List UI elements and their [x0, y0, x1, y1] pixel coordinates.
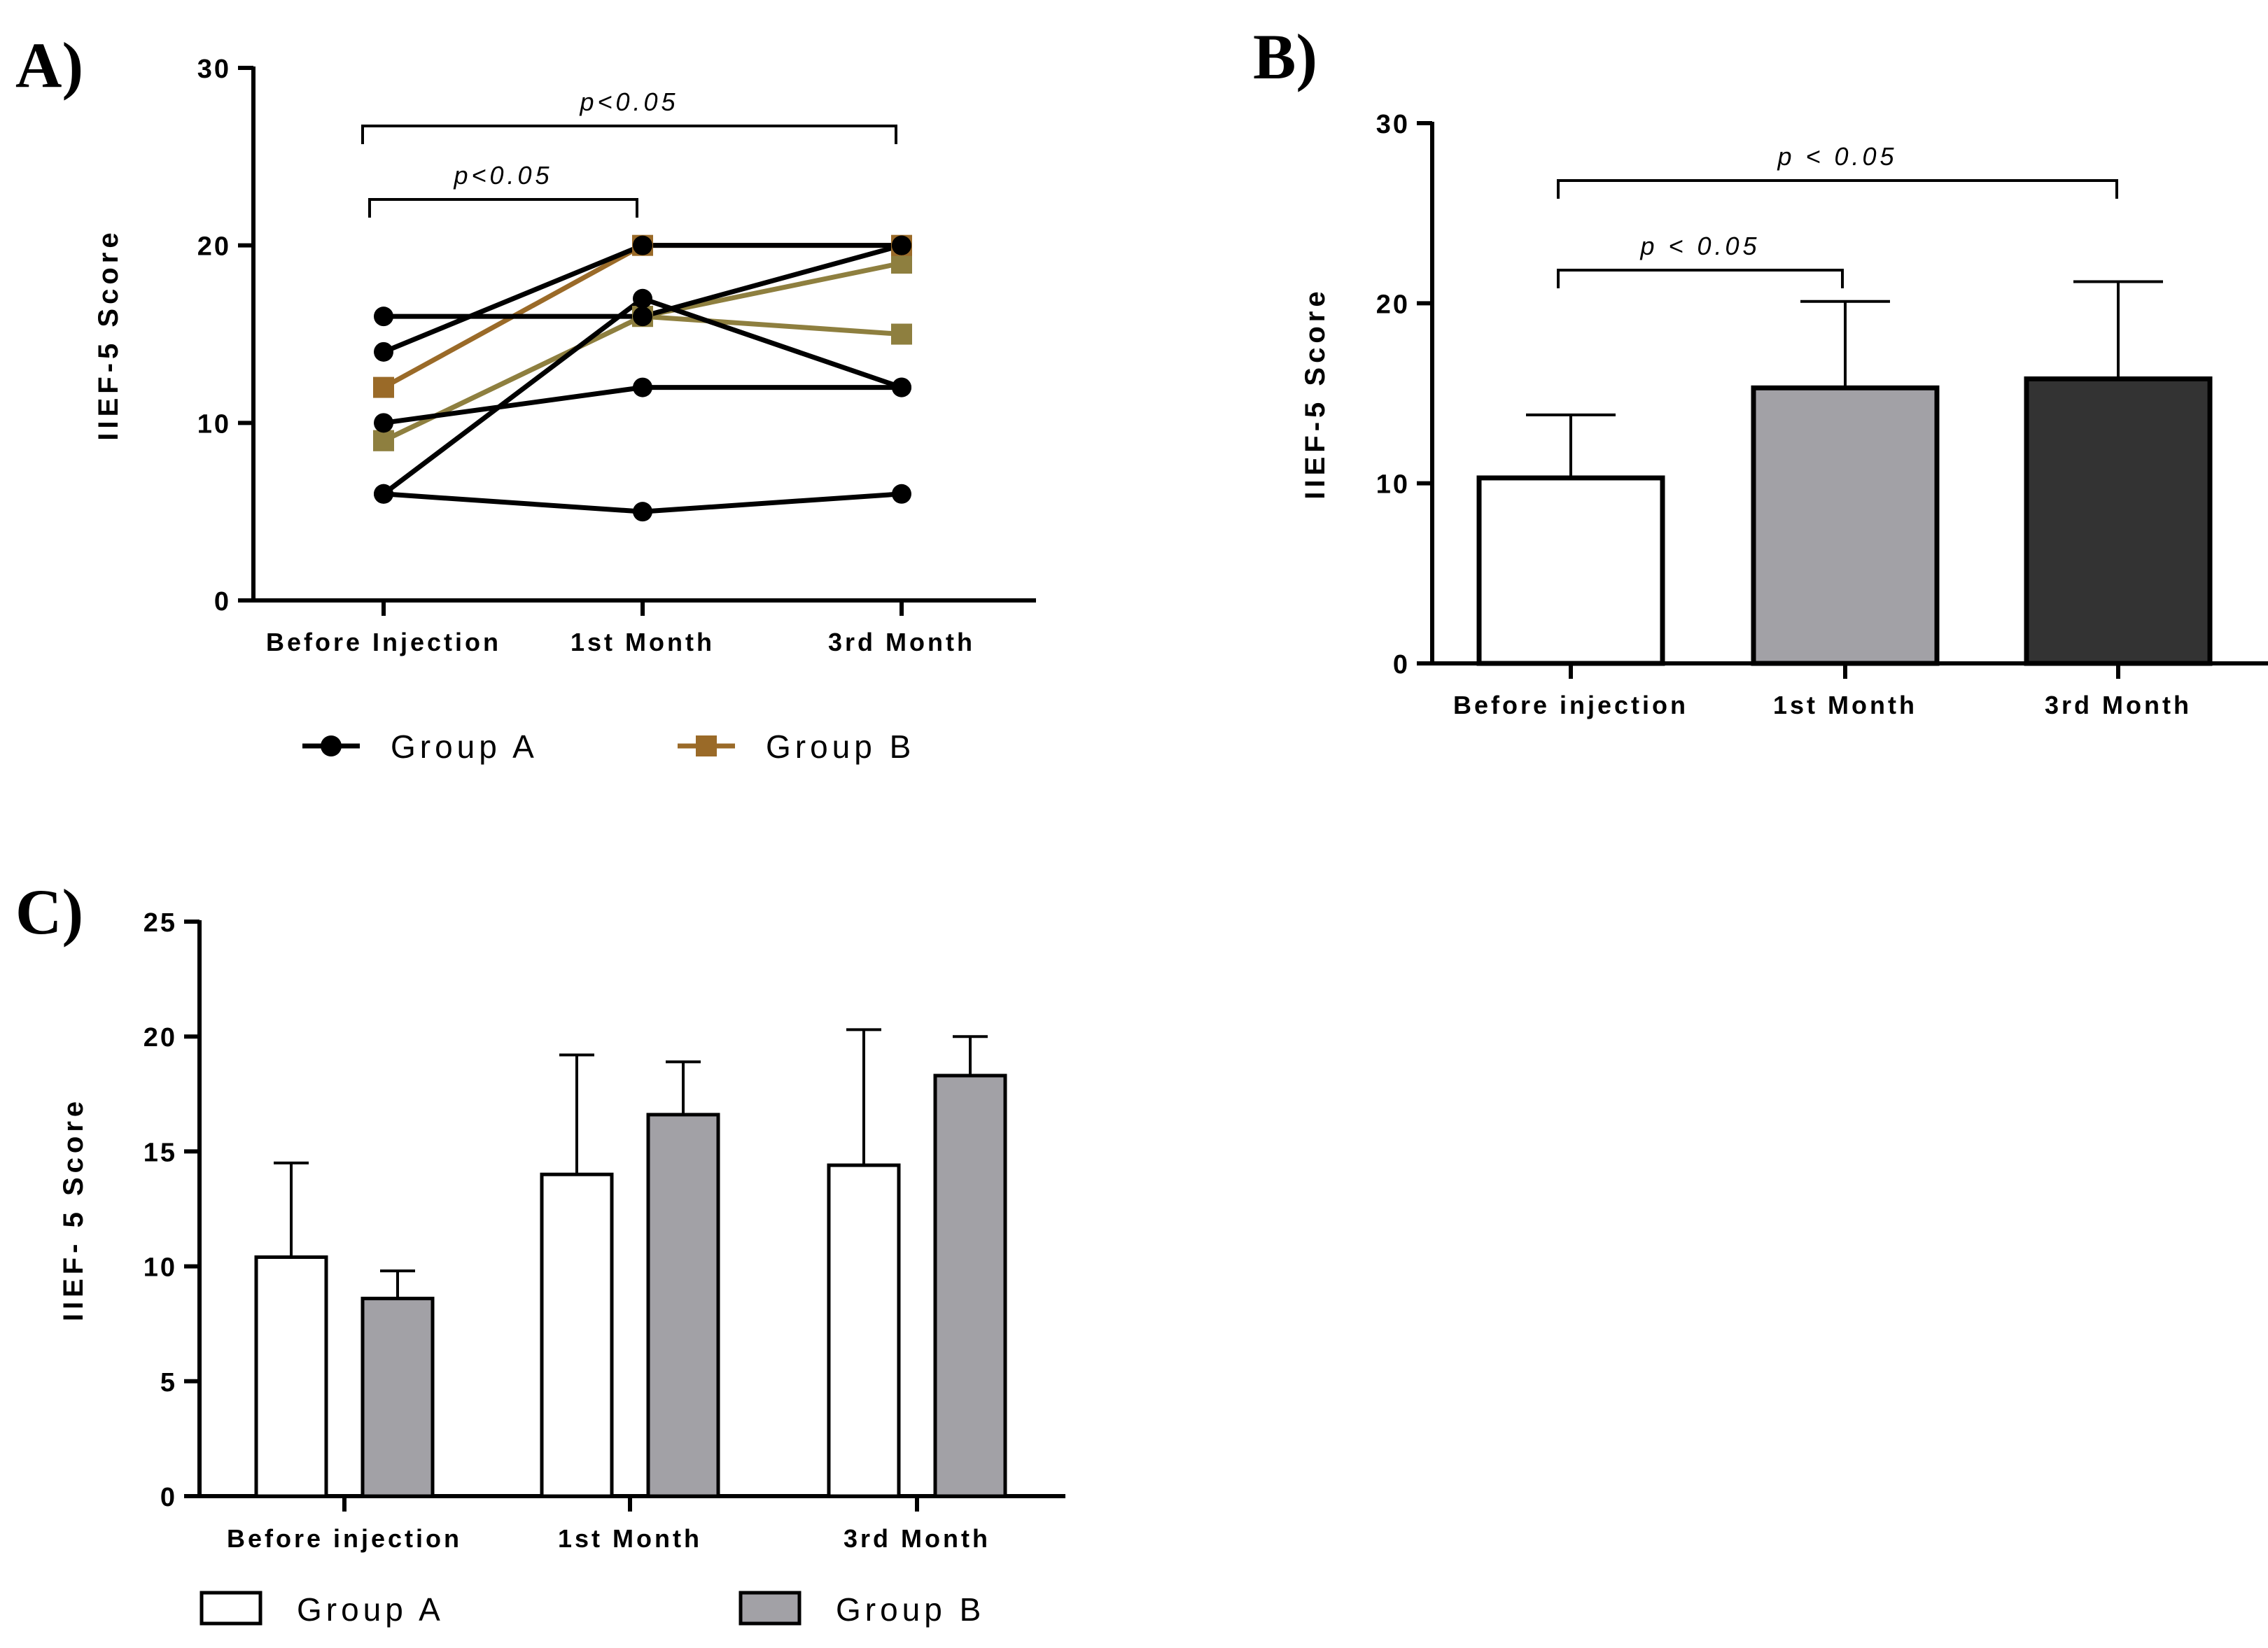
data-point-circle [374, 307, 393, 327]
data-point-circle [892, 484, 911, 504]
p-value-label: p<0.05 [579, 87, 678, 116]
y-axis-label: IIEF- 5 Score [58, 1097, 89, 1321]
panel-label: C) [15, 876, 83, 948]
data-point-circle [374, 341, 393, 362]
significance-bracket [1557, 179, 2118, 199]
data-point-square [373, 376, 394, 398]
x-tick-label: Before injection [1453, 691, 1688, 719]
x-tick-label: Before injection [227, 1524, 462, 1553]
bar [827, 1163, 901, 1498]
data-point-circle [633, 288, 652, 309]
y-tick-label: 10 [1376, 470, 1410, 500]
significance-bracket [1557, 269, 1844, 288]
data-point-square [891, 323, 912, 345]
x-tick-label: 1st Month [1773, 691, 1917, 719]
y-tick-label: 20 [1376, 290, 1410, 319]
p-value-label: p < 0.05 [1639, 232, 1760, 260]
x-tick-label: 1st Month [570, 628, 715, 656]
legend-label: Group B [836, 1591, 985, 1628]
x-tick-label: 3rd Month [2045, 691, 2192, 719]
y-tick-label: 20 [197, 232, 231, 262]
y-tick-label: 10 [144, 1253, 177, 1283]
data-point-square [373, 430, 394, 451]
y-tick-label: 25 [144, 908, 177, 938]
data-point-circle [633, 377, 652, 397]
p-value-label: p<0.05 [453, 161, 552, 190]
legend-marker [696, 735, 717, 756]
data-point-circle [892, 235, 911, 255]
bar [933, 1073, 1007, 1498]
legend-swatch [738, 1591, 802, 1626]
data-point-circle [633, 502, 652, 522]
x-tick-label: Before Injection [266, 628, 501, 656]
y-tick-label: 0 [160, 1483, 177, 1512]
data-point-circle [633, 307, 652, 327]
panel-label: A) [15, 29, 83, 101]
data-point-circle [374, 413, 393, 433]
y-tick-label: 30 [197, 55, 231, 84]
data-point-circle [892, 377, 911, 397]
bar [2024, 376, 2213, 666]
panel-c: C) 0 5 10 15 20 25 Before injection 1st Month 3rd… [15, 876, 1065, 1628]
panel-b: B) 0 10 20 30 Before injection 1st Month 3rd Mo… [1253, 21, 2268, 719]
data-point-circle [374, 484, 393, 504]
y-tick-label: 0 [214, 587, 231, 617]
y-tick-label: 0 [1393, 650, 1410, 679]
legend-swatch [200, 1591, 262, 1626]
significance-bracket [361, 125, 897, 144]
x-tick-label: 3rd Month [828, 628, 975, 656]
significance-bracket [368, 198, 638, 218]
y-tick-label: 10 [197, 409, 231, 439]
bar [254, 1255, 328, 1498]
y-tick-label: 30 [1376, 110, 1410, 139]
bar [1751, 385, 1940, 666]
bar [1476, 475, 1665, 666]
legend-label: Group B [766, 728, 915, 765]
legend-label: Group A [297, 1591, 444, 1628]
y-tick-label: 5 [160, 1368, 177, 1397]
data-point-square [891, 253, 912, 274]
legend-label: Group A [391, 728, 538, 765]
data-point-circle [633, 235, 652, 255]
y-tick-label: 15 [144, 1138, 177, 1167]
bar [646, 1113, 720, 1498]
x-tick-label: 1st Month [558, 1524, 702, 1553]
x-tick-label: 3rd Month [844, 1524, 990, 1553]
bar [540, 1172, 614, 1498]
bar [360, 1297, 435, 1498]
y-axis-label: IIEF-5 Score [1300, 287, 1331, 499]
y-axis-label: IIEF-5 Score [93, 228, 124, 440]
y-tick-label: 20 [144, 1023, 177, 1052]
panel-a: A) 0 10 20 30 Before Injection 1st Month 3rd Mo… [15, 29, 1036, 765]
panel-label: B) [1253, 21, 1317, 92]
p-value-label: p < 0.05 [1777, 142, 1897, 171]
legend-marker [321, 735, 342, 756]
